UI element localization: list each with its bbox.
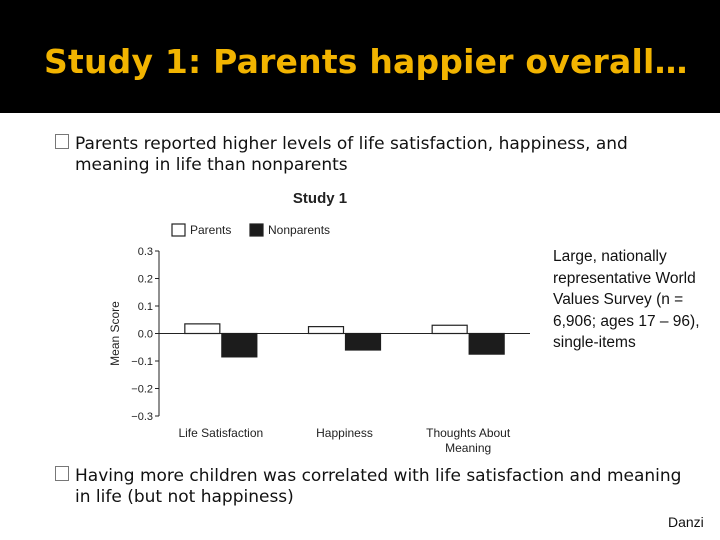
study-note: Large, nationally representative World V… [553, 248, 700, 351]
y-tick-label: 0.0 [138, 329, 153, 341]
bullet-1: Parents reported higher levels of life s… [55, 134, 655, 176]
bar-parents [431, 324, 468, 335]
legend-label: Parents [190, 223, 231, 237]
bar-nonparents [221, 332, 258, 358]
legend-label: Nonparents [268, 223, 330, 237]
legend-swatch [249, 223, 264, 237]
slide-title: Study 1: Parents happier overall… [44, 42, 688, 81]
title-bar: Study 1: Parents happier overall… [0, 0, 720, 113]
chart-title: Study 1 [293, 190, 347, 207]
x-category-label: Meaning [445, 441, 491, 455]
y-tick-label: −0.1 [131, 356, 153, 368]
x-category-label: Life Satisfaction [178, 426, 263, 440]
bullet-box-icon [55, 466, 69, 481]
y-tick-label: 0.2 [138, 274, 153, 286]
bar-parents [307, 326, 345, 335]
bar-chart: Study 1 Parents Nonparents 0.3 0.2 0.1 0.0 −0.1… [108, 190, 530, 455]
bar-nonparents [344, 332, 382, 351]
y-axis-label: Mean Score [108, 301, 122, 366]
bullet-box-icon [55, 134, 69, 149]
bullet-1-text: Parents reported higher levels of life s… [75, 134, 628, 175]
bullet-2: Having more children was correlated with… [55, 466, 695, 508]
y-tick-label: −0.2 [131, 384, 153, 396]
author-credit: Danzi [668, 514, 704, 530]
x-category-label: Thoughts About [426, 426, 511, 440]
y-tick-label: 0.3 [138, 246, 153, 258]
bar-nonparents [468, 332, 505, 355]
legend-swatch [171, 223, 186, 237]
bullet-2-text: Having more children was correlated with… [75, 466, 682, 507]
x-category-label: Happiness [316, 426, 373, 440]
y-tick-label: −0.3 [131, 411, 153, 423]
y-tick-label: 0.1 [138, 301, 153, 313]
bar-parents [184, 323, 221, 335]
